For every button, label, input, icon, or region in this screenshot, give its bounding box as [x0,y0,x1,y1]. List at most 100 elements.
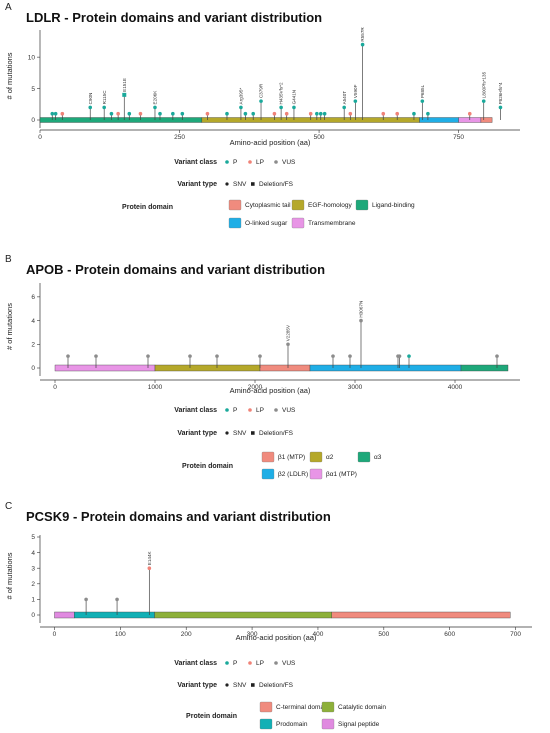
variant-label: C90N [88,93,93,105]
y-tick-label: 5 [31,86,35,93]
legend-key [274,160,278,164]
legend-label: VUS [282,660,296,667]
legend-swatch [309,468,323,480]
lollipop-head [318,111,323,116]
legend-swatch [261,468,275,480]
x-tick-label: 750 [453,134,464,141]
variant-label: E144K [147,550,152,565]
lollipop-head [259,99,263,103]
legend-title: Variant class [174,159,217,166]
legend-key [248,160,252,164]
legend-label: VUS [282,159,296,166]
y-tick-label: 2 [31,341,35,348]
legend-swatch [228,217,242,229]
y-axis-title: # of mutations [5,303,14,350]
chart-title: LDLR - Protein domains and variant distr… [26,10,322,25]
variant-label: P685L [420,84,425,98]
lollipop-head [284,111,289,116]
lollipop-head [272,111,277,116]
legend-label: SNV [233,682,247,689]
lollipop-head [397,354,402,358]
legend-label: LP [256,660,264,667]
legend-swatch [321,718,335,730]
variant-label: E151E [122,78,127,92]
legend-swatch [291,217,305,229]
legend-swatch [291,199,305,211]
legend-title: Variant class [174,407,217,414]
lollipop-head [243,111,248,116]
lollipop-head [322,111,327,116]
legend-key [225,182,229,186]
y-tick-label: 0 [31,365,35,372]
domain-bar [331,611,511,619]
lollipop-head [498,105,503,110]
legend-label: LP [256,407,264,414]
lollipop-head [171,111,175,116]
lollipop-head [205,111,210,116]
legend-key [251,683,255,687]
legend-label: β1 (MTP) [278,454,305,461]
y-tick-label: 0 [31,612,35,619]
chart-title: PCSK9 - Protein domains and variant dist… [26,509,331,524]
legend-label: Prodomain [276,721,308,728]
variant-label: H435Vfs*2 [279,82,284,104]
variant-label: V590F [353,84,358,98]
legend-key [274,661,278,665]
legend-key [251,182,255,186]
lollipop-head [292,105,296,110]
legend-label: Deletion/FS [259,430,294,437]
variant-label: G441N [292,90,297,105]
y-tick-label: 3 [31,565,35,572]
legend-label: Transmembrane [308,220,356,227]
lollipop-head [122,92,127,97]
lollipop-head [495,354,499,358]
lollipop-head [286,342,290,347]
lollipop-head [239,105,243,110]
lollipop-head [147,566,152,570]
lollipop-head [348,111,353,116]
y-tick-label: 10 [28,54,36,61]
legend-title: Protein domain [186,713,237,720]
legend-label: Catalytic domain [338,704,386,711]
legend-label: α3 [374,454,382,461]
lollipop-head [115,597,119,602]
variant-label: E206K [153,90,158,105]
x-tick-label: 500 [378,631,389,638]
lollipop-head [348,354,352,358]
lollipop-head [84,597,88,602]
legend-label: Cytoplasmic tail [245,202,291,209]
y-tick-label: 1 [31,597,35,604]
legend-label: Deletion/FS [259,181,294,188]
variant-label: R557R [360,27,365,42]
lollipop-head [359,318,363,323]
legend-key [225,683,229,687]
legend-label: Signal peptide [338,721,380,728]
legend-key [274,408,278,412]
lollipop-head [420,99,425,103]
lollipop-head [146,354,150,358]
legend-key [225,431,229,435]
legend-label: βα1 (MTP) [326,471,357,478]
legend-label: VUS [282,407,296,414]
legend-label: β2 (LDLR) [278,471,308,478]
lollipop-head [342,105,346,110]
x-tick-label: 3000 [348,384,363,391]
variant-label: V2285V [286,324,291,341]
legend-label: P [233,407,237,414]
legend-label: SNV [233,430,247,437]
domain-bar [259,364,311,372]
legend-key [251,431,255,435]
x-axis-title: Amino-acid position (aa) [236,633,317,642]
y-tick-label: 4 [31,318,35,325]
lollipop-head [360,42,365,47]
domain-bar [480,117,493,123]
legend-key [248,408,252,412]
x-axis-title: Amino-acid position (aa) [230,386,311,395]
x-tick-label: 500 [314,134,325,141]
legend-title: Variant type [177,682,217,689]
lollipop-head [60,111,65,116]
panel-letter: C [5,501,12,512]
legend-swatch [228,199,242,211]
lollipop-head [315,111,319,116]
